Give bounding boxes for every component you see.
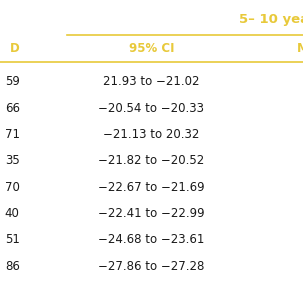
Text: 70: 70 xyxy=(5,181,20,194)
Text: −24.68 to −23.61: −24.68 to −23.61 xyxy=(98,234,205,246)
Text: 51: 51 xyxy=(5,234,20,246)
Text: −20.54 to −20.33: −20.54 to −20.33 xyxy=(98,102,205,115)
Text: 59: 59 xyxy=(5,75,20,88)
Text: 40: 40 xyxy=(5,207,20,220)
Text: −27.86 to −27.28: −27.86 to −27.28 xyxy=(98,260,205,273)
Text: D: D xyxy=(10,42,20,55)
Text: 66: 66 xyxy=(5,102,20,115)
Text: 5– 10 yea: 5– 10 yea xyxy=(239,13,303,26)
Text: 86: 86 xyxy=(5,260,20,273)
Text: −22.67 to −21.69: −22.67 to −21.69 xyxy=(98,181,205,194)
Text: −21.82 to −20.52: −21.82 to −20.52 xyxy=(98,155,205,167)
Text: −21.13 to 20.32: −21.13 to 20.32 xyxy=(103,128,200,141)
Text: 35: 35 xyxy=(5,155,20,167)
Text: 71: 71 xyxy=(5,128,20,141)
Text: 21.93 to −21.02: 21.93 to −21.02 xyxy=(103,75,200,88)
Text: −22.41 to −22.99: −22.41 to −22.99 xyxy=(98,207,205,220)
Text: 95% CI: 95% CI xyxy=(129,42,174,55)
Text: M: M xyxy=(297,42,303,55)
